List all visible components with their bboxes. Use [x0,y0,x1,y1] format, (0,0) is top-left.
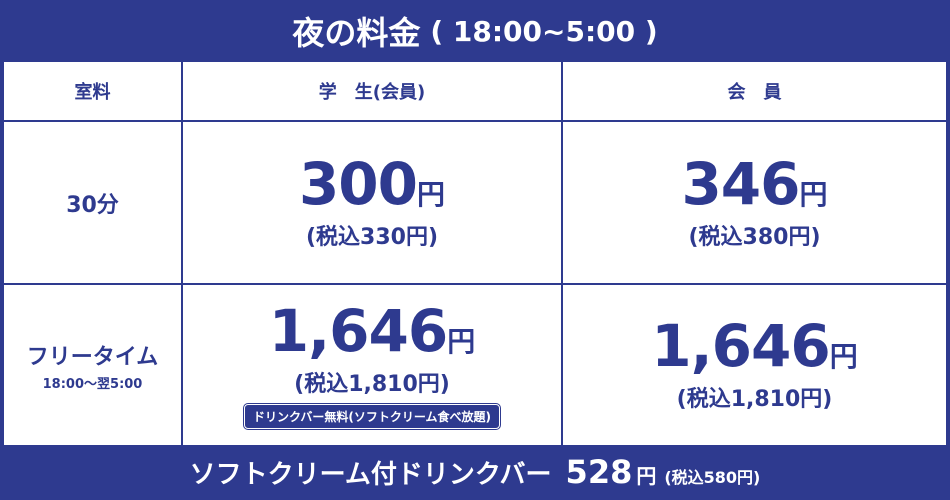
price-unit: 円 [417,177,446,211]
row-label-cell: フリータイム 18:00～翌5:00 [4,285,183,445]
footer-price: 528 [565,453,633,491]
row-label-cell: 30分 [4,122,183,285]
price-table: 室料学 生(会員) 会 員 30分 300 円 (税込330円) 346 円 (税込380円) フ… [4,62,946,445]
price-unit: 円 [829,340,858,373]
column-header: 会 員 [563,62,946,122]
price: 1,646 円 [269,302,475,360]
row-label: 30分 [66,192,119,218]
footer-unit: 円 [636,464,657,488]
price: 300 円 [299,155,445,213]
column-header: 室料 [4,62,183,122]
footer: ソフトクリーム付ドリンクバー 528 円 (税込580円) [0,445,950,500]
price-number: 346 [681,149,800,218]
price-unit: 円 [799,177,828,211]
price: 346 円 [681,155,827,213]
price-number: 300 [298,149,418,218]
tax-price: (税込330円) [305,224,439,250]
title-bar: 夜の料金 ( 18:00~5:00 ) [0,0,950,62]
price-unit: 円 [447,324,476,358]
price-number: 1,646 [268,296,448,365]
price-number: 1,646 [651,312,830,380]
tax-price: (税込1,810円) [294,371,450,397]
time-range: ( 18:00~5:00 ) [430,14,658,48]
price-cell: 346 円 (税込380円) [563,122,946,285]
footer-tax: (税込580円) [664,468,761,487]
price: 1,646 円 [651,317,857,375]
price-cell: 300 円 (税込330円) [183,122,563,285]
price-cell: 1,646 円 (税込1,810円) ドリンクバー無料(ソフトクリーム食べ放題) [183,285,563,445]
price-cell: 1,646 円 (税込1,810円) [563,285,946,445]
tax-price: (税込380円) [688,224,821,250]
column-header: 学 生(会員) [183,62,563,122]
tax-price: (税込1,810円) [676,387,833,412]
title: 夜の料金 [292,14,421,52]
row-label: フリータイム [26,344,159,370]
note-badge: ドリンクバー無料(ソフトクリーム食べ放題) [242,402,502,430]
row-sublabel: 18:00～翌5:00 [42,376,143,392]
footer-text: ソフトクリーム付ドリンクバー [189,460,552,490]
